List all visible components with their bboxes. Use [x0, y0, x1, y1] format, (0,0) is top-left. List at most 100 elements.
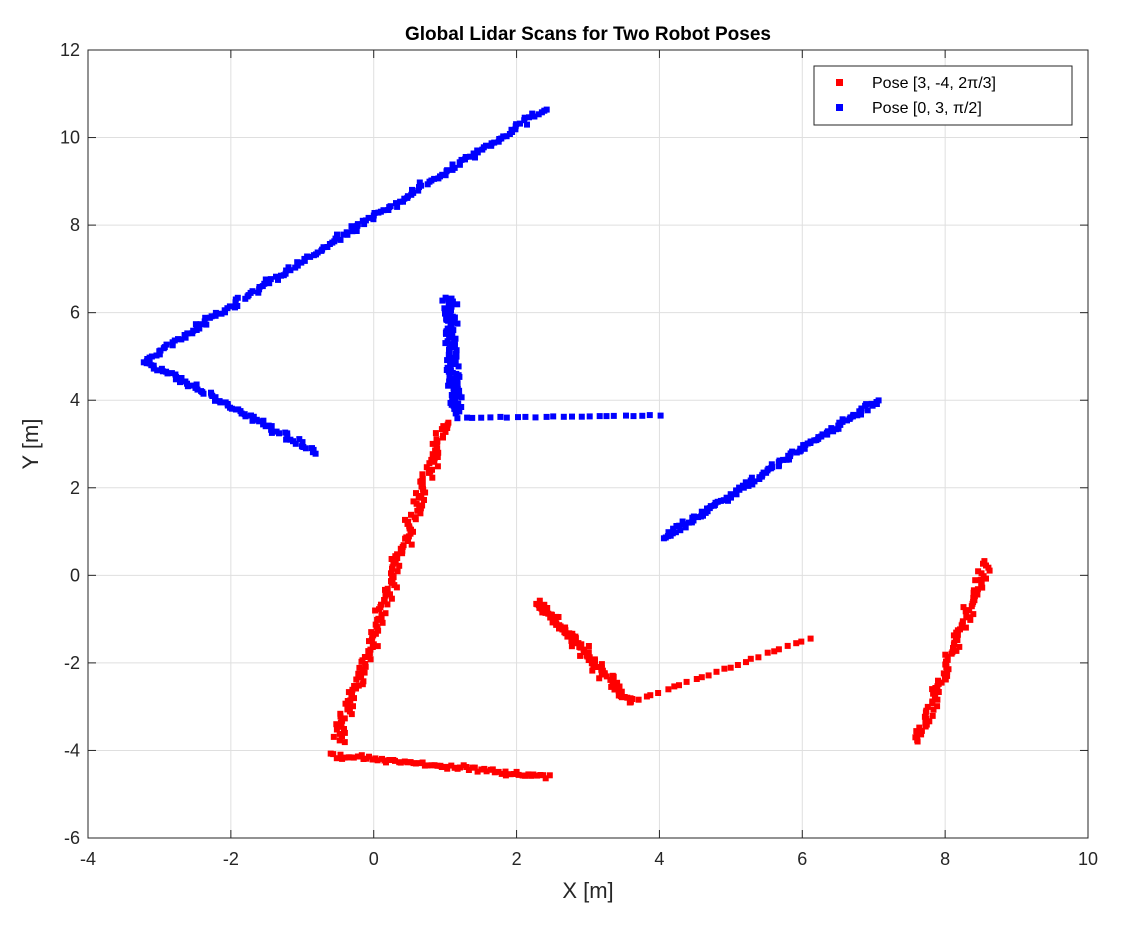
- data-point: [513, 121, 520, 128]
- data-point: [159, 368, 166, 375]
- data-point: [655, 690, 662, 696]
- data-point: [209, 393, 216, 399]
- data-point: [677, 527, 684, 534]
- data-point: [835, 425, 842, 432]
- data-point: [368, 629, 375, 636]
- data-point: [172, 376, 179, 383]
- data-point: [451, 376, 458, 382]
- data-point: [507, 771, 514, 778]
- data-point: [962, 624, 969, 631]
- data-point: [921, 713, 928, 720]
- data-point: [963, 612, 970, 619]
- data-point: [676, 682, 682, 689]
- data-point: [541, 601, 548, 608]
- data-point: [298, 259, 305, 266]
- data-point: [534, 772, 541, 779]
- data-point: [630, 413, 637, 420]
- data-point: [916, 724, 923, 731]
- data-point: [261, 280, 268, 287]
- data-point: [157, 347, 164, 354]
- data-point: [334, 231, 340, 238]
- data-point: [547, 614, 554, 621]
- data-point: [374, 616, 381, 623]
- data-point: [361, 654, 368, 660]
- data-point: [454, 415, 461, 422]
- data-point: [751, 478, 758, 485]
- data-point: [438, 764, 445, 770]
- data-point: [337, 751, 344, 758]
- data-point: [434, 454, 441, 460]
- data-point: [184, 383, 191, 390]
- data-point: [372, 607, 379, 614]
- data-point: [543, 106, 550, 113]
- data-point: [353, 228, 360, 234]
- data-point: [807, 438, 814, 445]
- data-point: [234, 303, 241, 309]
- data-point: [793, 640, 800, 647]
- data-point: [635, 696, 642, 703]
- data-point: [347, 754, 354, 761]
- data-point: [446, 378, 453, 385]
- data-point: [522, 772, 529, 779]
- data-point: [723, 494, 730, 501]
- data-point: [299, 439, 306, 446]
- data-point: [562, 630, 569, 637]
- data-point: [478, 414, 485, 421]
- data-point: [923, 707, 930, 714]
- data-point: [586, 413, 593, 420]
- data-point: [296, 436, 303, 443]
- data-point: [974, 586, 981, 593]
- data-point: [451, 164, 458, 171]
- data-point: [487, 414, 494, 421]
- data-point: [413, 500, 420, 507]
- data-point: [502, 772, 509, 779]
- data-point: [462, 154, 469, 160]
- data-point: [546, 772, 553, 779]
- data-point: [453, 353, 460, 360]
- data-point: [431, 455, 438, 462]
- data-point: [396, 562, 403, 569]
- data-point: [913, 732, 920, 739]
- data-point: [745, 482, 752, 489]
- data-point: [423, 464, 430, 471]
- data-point: [250, 413, 257, 420]
- data-point: [171, 337, 178, 344]
- data-point: [267, 276, 274, 283]
- data-point: [367, 656, 374, 663]
- data-point: [798, 638, 805, 645]
- data-point: [282, 270, 289, 277]
- data-point: [930, 690, 937, 697]
- data-point: [786, 456, 792, 463]
- data-point: [203, 321, 210, 328]
- data-point: [284, 430, 291, 437]
- data-point: [366, 753, 372, 760]
- data-point: [457, 764, 463, 771]
- data-point: [302, 445, 309, 452]
- data-point: [676, 522, 683, 529]
- data-point: [294, 262, 301, 269]
- data-point: [503, 133, 510, 140]
- data-point: [589, 667, 596, 674]
- data-point: [456, 373, 463, 380]
- data-point: [854, 412, 861, 419]
- data-point: [405, 538, 411, 544]
- data-point: [491, 769, 498, 776]
- data-point: [380, 207, 387, 214]
- data-point: [292, 440, 299, 447]
- data-point: [409, 186, 415, 193]
- data-point: [337, 713, 344, 720]
- data-point: [387, 591, 393, 598]
- data-point: [383, 759, 389, 766]
- data-point: [262, 276, 269, 283]
- data-point: [163, 341, 170, 348]
- data-point: [924, 703, 931, 710]
- data-point: [416, 179, 423, 186]
- data-point: [392, 757, 398, 764]
- legend-marker-blue: [836, 104, 843, 111]
- data-point: [412, 516, 419, 523]
- data-point: [524, 121, 530, 128]
- data-point: [276, 430, 282, 437]
- data-point: [382, 592, 389, 599]
- data-point: [434, 439, 441, 446]
- data-point: [444, 765, 451, 772]
